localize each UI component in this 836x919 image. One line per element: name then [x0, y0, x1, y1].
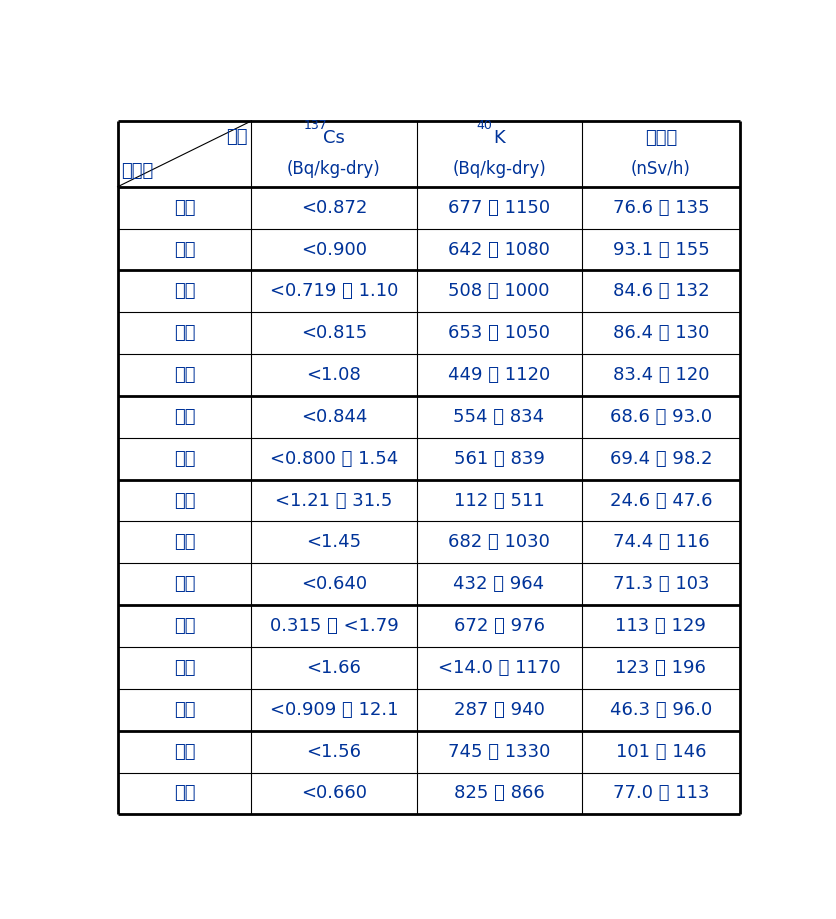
Text: 시료: 시료: [226, 128, 247, 146]
Text: 642 ～ 1080: 642 ～ 1080: [447, 241, 549, 258]
Text: 68.6 ～ 93.0: 68.6 ～ 93.0: [609, 408, 711, 425]
Text: 광주: 광주: [174, 366, 195, 384]
Text: <1.21 ～ 31.5: <1.21 ～ 31.5: [275, 492, 392, 509]
Text: 측정소: 측정소: [121, 162, 154, 180]
Text: 24.6 ～ 47.6: 24.6 ～ 47.6: [609, 492, 711, 509]
Text: <0.900: <0.900: [301, 241, 366, 258]
Text: <0.660: <0.660: [301, 785, 366, 802]
Text: 71.3 ～ 103: 71.3 ～ 103: [612, 575, 708, 594]
Text: Cs: Cs: [323, 130, 344, 147]
Text: (Bq/kg-dry): (Bq/kg-dry): [451, 161, 545, 178]
Text: 40: 40: [477, 119, 492, 132]
Text: 677 ～ 1150: 677 ～ 1150: [447, 199, 549, 217]
Text: 83.4 ～ 120: 83.4 ～ 120: [612, 366, 708, 384]
Text: 554 ～ 834: 554 ～ 834: [453, 408, 544, 425]
Text: <1.66: <1.66: [306, 659, 361, 677]
Text: 432 ～ 964: 432 ～ 964: [453, 575, 544, 594]
Text: <0.640: <0.640: [301, 575, 367, 594]
Text: <1.56: <1.56: [306, 743, 361, 761]
Text: 대구: 대구: [174, 408, 195, 425]
Text: 653 ～ 1050: 653 ～ 1050: [447, 324, 549, 342]
Text: 93.1 ～ 155: 93.1 ～ 155: [612, 241, 708, 258]
Text: 77.0 ～ 113: 77.0 ～ 113: [612, 785, 708, 802]
Text: 인청: 인청: [174, 743, 195, 761]
Text: 청주: 청주: [174, 659, 195, 677]
Text: 76.6 ～ 135: 76.6 ～ 135: [612, 199, 708, 217]
Text: 46.3 ～ 96.0: 46.3 ～ 96.0: [609, 701, 711, 719]
Text: 86.4 ～ 130: 86.4 ～ 130: [612, 324, 708, 342]
Text: <0.909 ～ 12.1: <0.909 ～ 12.1: [269, 701, 398, 719]
Text: 449 ～ 1120: 449 ～ 1120: [447, 366, 549, 384]
Text: 울산: 울산: [174, 701, 195, 719]
Text: <0.800 ～ 1.54: <0.800 ～ 1.54: [269, 449, 398, 468]
Text: 74.4 ～ 116: 74.4 ～ 116: [612, 533, 708, 551]
Text: (nSv/h): (nSv/h): [630, 161, 690, 178]
Text: <14.0 ～ 1170: <14.0 ～ 1170: [437, 659, 559, 677]
Text: 0.315 ～ <1.79: 0.315 ～ <1.79: [269, 617, 398, 635]
Text: 부산: 부산: [174, 449, 195, 468]
Text: 서울: 서울: [174, 199, 195, 217]
Text: 69.4 ～ 98.2: 69.4 ～ 98.2: [609, 449, 711, 468]
Text: 682 ～ 1030: 682 ～ 1030: [447, 533, 549, 551]
Text: 제주: 제주: [174, 492, 195, 509]
Text: 군산: 군산: [174, 324, 195, 342]
Text: 대전: 대전: [174, 282, 195, 301]
Text: (Bq/kg-dry): (Bq/kg-dry): [287, 161, 380, 178]
Text: <1.45: <1.45: [306, 533, 361, 551]
Text: 강릉: 강릉: [174, 533, 195, 551]
Text: 첫청: 첫청: [174, 241, 195, 258]
Text: K: K: [492, 130, 504, 147]
Text: 561 ～ 839: 561 ～ 839: [453, 449, 543, 468]
Text: <0.719 ～ 1.10: <0.719 ～ 1.10: [269, 282, 398, 301]
Text: 113 ～ 129: 113 ～ 129: [614, 617, 706, 635]
Text: 825 ～ 866: 825 ～ 866: [453, 785, 543, 802]
Text: 672 ～ 976: 672 ～ 976: [453, 617, 544, 635]
Text: 508 ～ 1000: 508 ～ 1000: [448, 282, 549, 301]
Text: <1.08: <1.08: [306, 366, 361, 384]
Text: 123 ～ 196: 123 ～ 196: [614, 659, 706, 677]
Text: <0.872: <0.872: [300, 199, 367, 217]
Text: 745 ～ 1330: 745 ～ 1330: [447, 743, 549, 761]
Text: 287 ～ 940: 287 ～ 940: [453, 701, 543, 719]
Text: 112 ～ 511: 112 ～ 511: [453, 492, 543, 509]
Text: 안동: 안동: [174, 575, 195, 594]
Text: 84.6 ～ 132: 84.6 ～ 132: [612, 282, 708, 301]
Text: 선량률: 선량률: [644, 130, 676, 147]
Text: 수원: 수원: [174, 617, 195, 635]
Text: 137: 137: [303, 119, 328, 132]
Text: <0.815: <0.815: [300, 324, 367, 342]
Text: 진주: 진주: [174, 785, 195, 802]
Text: <0.844: <0.844: [300, 408, 367, 425]
Text: 101 ～ 146: 101 ～ 146: [615, 743, 706, 761]
